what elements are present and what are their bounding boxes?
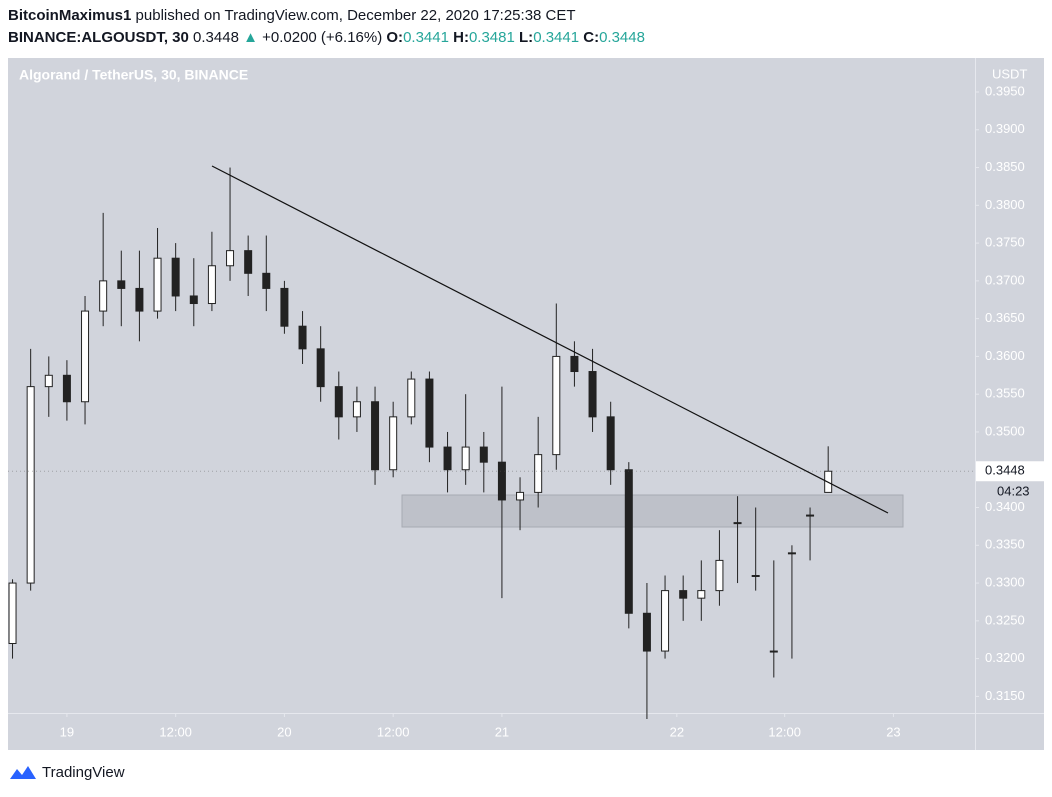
y-tick-label: 0.3300 xyxy=(985,574,1025,589)
x-tick-label: 19 xyxy=(60,724,74,739)
candle-body xyxy=(679,590,688,599)
candle-body xyxy=(44,374,53,388)
x-tick-label: 22 xyxy=(670,724,684,739)
candle-body xyxy=(751,575,760,578)
candle-body xyxy=(189,295,198,305)
x-tick-label: 12:00 xyxy=(377,724,410,739)
candle-body xyxy=(715,559,724,592)
h-value: 0.3481 xyxy=(468,29,515,46)
publish-line: BitcoinMaximus1 published on TradingView… xyxy=(8,7,576,24)
candle-body xyxy=(280,287,289,327)
candle-body xyxy=(352,401,361,418)
candle-body xyxy=(497,461,506,501)
candle-body xyxy=(244,250,253,274)
o-value: 0.3441 xyxy=(403,29,449,46)
y-tick-label: 0.3200 xyxy=(985,650,1025,665)
candle-body xyxy=(207,265,216,305)
support-zone xyxy=(401,494,904,528)
y-tick-label: 0.3850 xyxy=(985,159,1025,174)
quote-line: BINANCE:ALGOUSDT, 30 0.3448 ▲ +0.0200 (+… xyxy=(8,29,645,46)
candle-body xyxy=(806,514,815,517)
chart-bg xyxy=(8,58,1044,750)
candle-body xyxy=(425,378,434,448)
y-tick-label: 0.3600 xyxy=(985,348,1025,363)
candle-body xyxy=(62,374,71,403)
candle-body xyxy=(624,469,633,614)
candle-body xyxy=(588,371,597,418)
o-label: O: xyxy=(386,29,404,46)
x-tick-label: 20 xyxy=(277,724,291,739)
y-tick-label: 0.3400 xyxy=(985,499,1025,514)
published-text: published on TradingView.com, December 2… xyxy=(135,7,576,24)
x-tick-label: 23 xyxy=(886,724,900,739)
candle-body xyxy=(117,280,126,289)
x-tick-label: 21 xyxy=(495,724,509,739)
candle-body xyxy=(389,416,398,471)
y-tick-label: 0.3950 xyxy=(985,83,1025,98)
logo xyxy=(10,766,36,779)
y-tick-label: 0.3350 xyxy=(985,537,1025,552)
last-price: 0.3448 xyxy=(193,29,239,46)
candle-body xyxy=(407,378,416,418)
trend-line xyxy=(211,165,889,514)
candle-body xyxy=(461,446,470,471)
change: +0.0200 (+6.16%) xyxy=(262,29,383,46)
x-tick-label: 12:00 xyxy=(159,724,192,739)
logo-shape xyxy=(10,766,36,779)
l-label: L: xyxy=(519,29,534,46)
candle-body xyxy=(171,257,180,297)
candle-body xyxy=(516,491,525,501)
candle-body xyxy=(334,386,343,418)
candle-body xyxy=(316,348,325,388)
price-tag: 0.3448 xyxy=(985,463,1025,478)
candle-body xyxy=(8,582,17,644)
candle-body xyxy=(81,310,90,403)
candle-body xyxy=(787,552,796,555)
y-tick-label: 0.3650 xyxy=(985,310,1025,325)
candle-body xyxy=(733,522,742,525)
chart-title: Algorand / TetherUS, 30, BINANCE xyxy=(19,67,248,83)
y-tick-label: 0.3700 xyxy=(985,272,1025,287)
y-tick-label: 0.3150 xyxy=(985,688,1025,703)
candle-body xyxy=(534,454,543,493)
y-tick-label: 0.3550 xyxy=(985,386,1025,401)
candle-body xyxy=(135,287,144,312)
candle-body xyxy=(697,590,706,599)
y-tick-label: 0.3250 xyxy=(985,612,1025,627)
candle-body xyxy=(606,416,615,471)
y-axis-label: USDT xyxy=(992,66,1027,81)
c-label: C: xyxy=(583,29,600,46)
y-tick-label: 0.3900 xyxy=(985,121,1025,136)
candle-body xyxy=(552,355,561,456)
h-label: H: xyxy=(453,29,469,46)
candle-body xyxy=(226,250,235,267)
candle-body xyxy=(443,446,452,471)
brand[interactable]: TradingView xyxy=(42,764,125,781)
y-tick-label: 0.3750 xyxy=(985,235,1025,250)
arrow: ▲ xyxy=(243,29,258,46)
publisher[interactable]: BitcoinMaximus1 xyxy=(8,7,132,24)
countdown: 04:23 xyxy=(997,483,1030,498)
y-tick-label: 0.3800 xyxy=(985,197,1025,212)
price-tag-bg xyxy=(976,461,1044,482)
candle-body xyxy=(298,325,307,350)
candle-body xyxy=(661,590,670,652)
candle-body xyxy=(769,650,778,653)
c-value: 0.3448 xyxy=(599,29,645,46)
candle-body xyxy=(99,280,108,312)
candle-body xyxy=(371,401,380,471)
candle-body xyxy=(642,612,651,652)
candle-body xyxy=(262,272,271,289)
candle-body xyxy=(153,257,162,312)
candle-body xyxy=(26,386,35,584)
symbol: BINANCE:ALGOUSDT, 30 xyxy=(8,29,189,46)
x-tick-label: 12:00 xyxy=(768,724,801,739)
candle-body xyxy=(570,355,579,373)
y-tick-label: 0.3500 xyxy=(985,423,1025,438)
candle-body xyxy=(479,446,488,463)
l-value: 0.3441 xyxy=(533,29,580,46)
